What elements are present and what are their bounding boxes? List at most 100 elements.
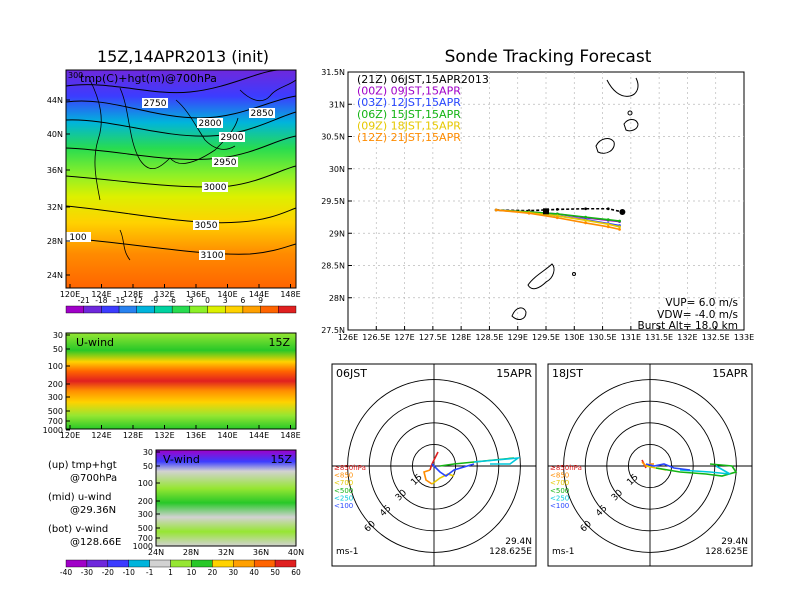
hodo-lon: 128.625E	[705, 547, 748, 557]
wind-colorbar-swatch	[65, 559, 88, 568]
contour-label-bg	[193, 220, 219, 230]
v-wind-time: 15Z	[270, 453, 292, 466]
temp-colorbar-swatch	[101, 305, 120, 314]
v-lat-label: 32N	[218, 548, 234, 557]
hodo-level-label: <250	[334, 494, 353, 502]
track-lon-label: 133E	[734, 333, 754, 342]
map-lat-label: 44N	[47, 96, 63, 105]
hodo-level-label: <250	[550, 494, 569, 502]
u-wind-label: U-wind	[76, 336, 114, 349]
map-lon-label: 140E	[217, 290, 237, 299]
map-lon-label: 132E	[154, 290, 174, 299]
v-pres-label: 200	[138, 497, 153, 506]
temp-colorbar-swatch	[242, 305, 261, 314]
u-wind-lon-axis: 120E 124E 128E 132E 136E 140E 144E 148E	[60, 425, 301, 440]
wind-colorbar-swatch	[191, 559, 213, 568]
temp-colorbar-label: 0	[205, 296, 210, 305]
wind-colorbar-swatch	[233, 559, 255, 568]
track-legend-entry: (03Z) 12JST,15APR	[357, 96, 461, 109]
wind-colorbar-swatch	[107, 559, 129, 568]
v-wind-shading	[156, 450, 296, 546]
track-lon-axis: 126E 126.5E 127E 127.5E 128E 128.5E 129E 129.5E…	[338, 326, 754, 342]
contour-label: 2850	[251, 109, 274, 119]
wind-colorbar-label: 30	[228, 568, 238, 577]
track-legend-entry: (21Z) 06JST,15APR2013	[357, 73, 489, 86]
contour-label-bg	[199, 250, 225, 260]
map-lon-label: 128E	[123, 290, 143, 299]
track-lon-label: 127E	[394, 333, 414, 342]
temp-colorbar-swatch	[278, 305, 297, 314]
track-point	[494, 208, 498, 212]
wind-colorbar-label: 20	[208, 568, 218, 577]
track-lines	[494, 207, 626, 231]
contour-label: 2900	[221, 133, 244, 143]
track-lon-label: 126.5E	[362, 333, 390, 342]
map-lat-label: 32N	[47, 203, 63, 212]
temp-colorbar-label: 9	[258, 296, 263, 305]
track-lat-label: 28N	[329, 294, 345, 303]
track-lat-label: 30.5N	[321, 133, 345, 142]
wind-colorbar-swatch	[170, 559, 192, 568]
v-pres-label: 700	[138, 534, 153, 543]
note-up: (up) tmp+hgt	[48, 460, 117, 471]
contour-label: 2750	[144, 99, 167, 109]
hodo-lat: 29.4N	[505, 537, 532, 547]
track-lat-axis: 31.5N 31N 30.5N 30N 29.5N 29N 28.5N 28N 27.5N	[321, 68, 352, 335]
v-wind-frame	[155, 449, 297, 547]
contour-label-bg	[65, 232, 91, 242]
track-point	[584, 221, 587, 225]
u-wind-frame	[65, 332, 297, 430]
u-lon-label: 124E	[91, 431, 111, 440]
temp-colorbar-label: -6	[168, 296, 176, 305]
track-lon-label: 128E	[451, 333, 471, 342]
v-wind-lat-axis: 24N 28N 32N 36N 40N	[148, 548, 304, 557]
track-point	[618, 225, 621, 229]
contour-label: 3100	[201, 251, 224, 261]
track-legend-entry: (00Z) 09JST,15APR	[357, 85, 461, 98]
temp-colorbar-swatch	[83, 305, 102, 314]
track-point	[584, 207, 587, 211]
u-wind-time: 15Z	[268, 336, 290, 349]
u-lon-label: 132E	[154, 431, 174, 440]
temperature-colorbar: -21 -18 -15 -12 -9 -6 -3 0 3 6 9	[65, 296, 297, 314]
contour-label-bg	[197, 118, 223, 128]
temp-colorbar-label: -12	[131, 296, 143, 305]
wind-colorbar-label: -40	[60, 568, 72, 577]
hodo-level-label: <700	[334, 479, 353, 487]
map-lon-label: 136E	[186, 290, 206, 299]
u-pres-label: 100	[48, 362, 63, 371]
temp-colorbar-label: -18	[95, 296, 107, 305]
note-up-level: @700hPa	[70, 473, 117, 484]
track-series-line	[496, 207, 623, 213]
map-contour-labels: 2750 2800 2850 2900 2950 3000 3050 3100 100	[65, 98, 275, 261]
track-lon-label: 129.5E	[532, 333, 560, 342]
hodo-trace	[645, 463, 691, 471]
v-lat-label: 28N	[183, 548, 199, 557]
track-point	[606, 225, 610, 229]
v-pres-label: 50	[143, 462, 153, 471]
hodo-trace	[431, 473, 455, 485]
track-legend-entry: (12Z) 21JST,15APR	[357, 131, 461, 144]
contour-label: 3050	[195, 221, 218, 231]
v-pres-label: 1000	[133, 542, 153, 551]
u-pres-label: 30	[53, 331, 63, 340]
contour-label: 3000	[204, 183, 227, 193]
note-bot-level: @128.66E	[70, 537, 121, 548]
track-point	[584, 215, 587, 219]
temp-colorbar-swatch	[260, 305, 279, 314]
temp-colorbar-label: 6	[241, 296, 246, 305]
wind-colorbar-label: -30	[81, 568, 93, 577]
hodo-units: ms-1	[336, 547, 358, 557]
hodo-lon: 128.625E	[489, 547, 532, 557]
track-series-line	[496, 209, 620, 231]
wind-colorbar-swatch	[253, 559, 276, 568]
note-bot: (bot) v-wind	[48, 524, 108, 535]
hodo-units: ms-1	[552, 547, 574, 557]
contour-label-bg	[212, 157, 238, 167]
contour-label: 2950	[214, 158, 237, 168]
v-wind-label: V-wind	[163, 453, 200, 466]
